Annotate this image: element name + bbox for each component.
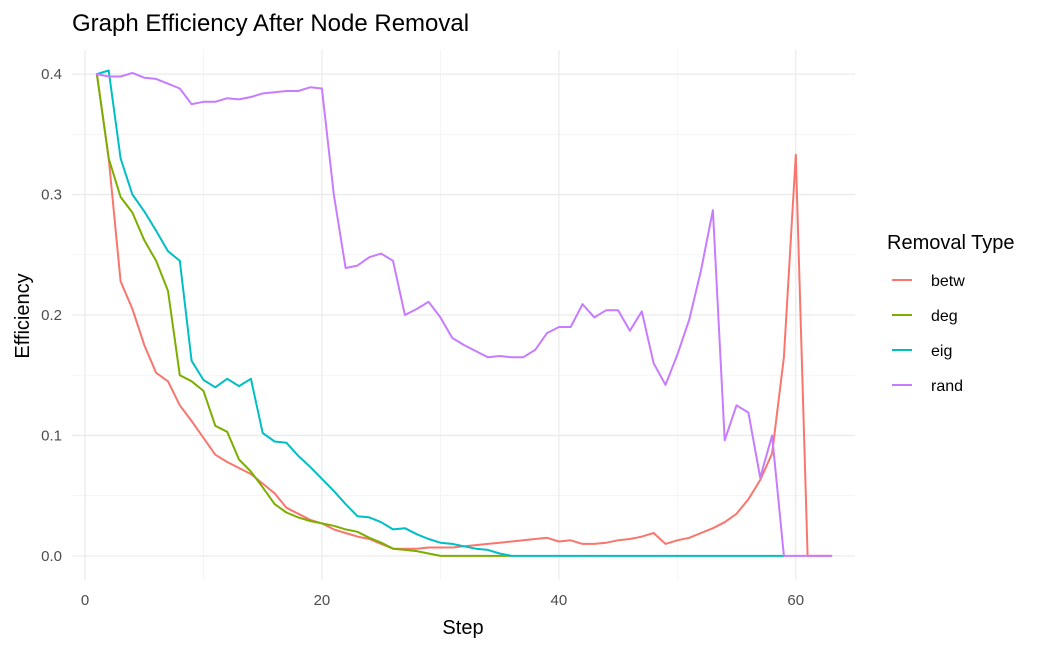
series-line-eig <box>95 69 785 557</box>
legend-label-eig: eig <box>931 343 952 360</box>
legend-item-betw: betw <box>892 273 965 290</box>
legend-label-rand: rand <box>931 378 963 395</box>
y-tick-label: 0.0 <box>41 548 62 565</box>
series-line-rand <box>95 71 833 557</box>
y-tick-label: 0.4 <box>41 66 62 83</box>
x-tick-label: 0 <box>81 592 89 609</box>
x-axis: 0 20 40 60 <box>81 592 804 609</box>
y-tick-label: 0.1 <box>41 427 62 444</box>
chart-title: Graph Efficiency After Node Removal <box>72 10 469 37</box>
legend-item-eig: eig <box>892 343 952 360</box>
x-tick-label: 20 <box>314 592 331 609</box>
legend-item-deg: deg <box>892 308 958 325</box>
y-axis: 0.0 0.1 0.2 0.3 0.4 <box>41 66 62 565</box>
legend-items: betw deg eig rand <box>892 273 965 395</box>
series-lines <box>95 69 833 557</box>
series-line-deg <box>95 73 513 557</box>
y-tick-label: 0.2 <box>41 307 62 324</box>
legend: Removal Type betw deg eig rand <box>887 232 1014 395</box>
x-axis-title: Step <box>442 617 483 639</box>
x-tick-label: 60 <box>787 592 804 609</box>
y-tick-label: 0.3 <box>41 187 62 204</box>
legend-label-deg: deg <box>931 308 958 325</box>
legend-label-betw: betw <box>931 273 965 290</box>
x-tick-label: 40 <box>551 592 568 609</box>
legend-title: Removal Type <box>887 232 1014 254</box>
grid <box>72 50 855 580</box>
legend-item-rand: rand <box>892 378 963 395</box>
y-axis-title: Efficiency <box>12 273 34 358</box>
